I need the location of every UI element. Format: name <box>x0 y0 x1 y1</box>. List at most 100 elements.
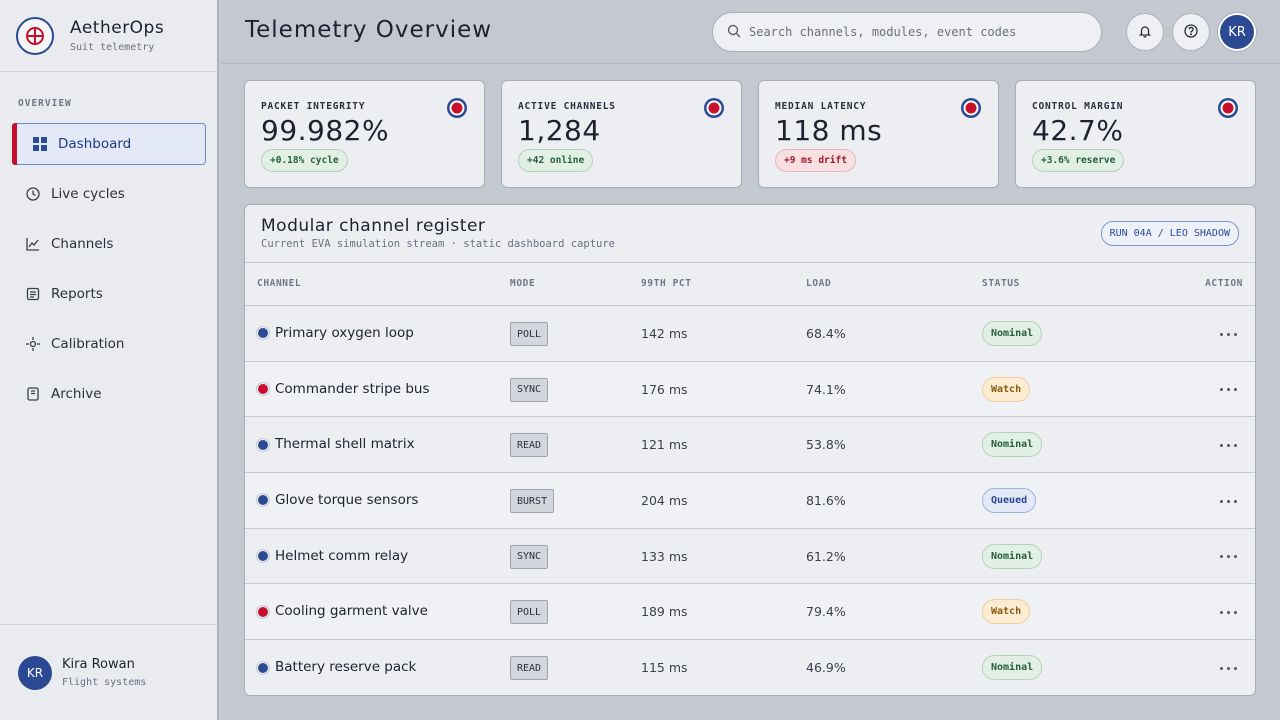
grid-icon <box>33 137 47 151</box>
header-avatar-button[interactable]: KR <box>1218 13 1256 51</box>
sidebar-item-label: Reports <box>51 286 103 302</box>
brand-subtitle: Suit telemetry <box>70 42 155 53</box>
pct-value: 121 ms <box>641 437 688 453</box>
mode-tag: SYNC <box>510 377 549 402</box>
mode-tag: POLL <box>510 322 549 346</box>
clock-icon <box>26 187 40 201</box>
status-badge: Nominal <box>982 543 1043 569</box>
table-row[interactable]: Glove torque sensors BURST 204 ms 81.6% … <box>245 473 1255 529</box>
pct-value: 189 ms <box>641 604 688 620</box>
more-actions-button[interactable] <box>1215 600 1241 624</box>
avatar: KR <box>18 655 52 690</box>
notifications-button[interactable] <box>1126 13 1164 51</box>
mode-tag: BURST <box>510 489 555 514</box>
load-value: 68.4% <box>806 326 846 341</box>
roundel-icon <box>704 98 724 118</box>
status-badge: Watch <box>982 599 1031 625</box>
column-header-mode[interactable]: MODE <box>510 278 536 289</box>
search-input[interactable] <box>749 25 1079 39</box>
channel-name: Cooling garment valve <box>275 603 428 620</box>
column-header-status[interactable]: STATUS <box>982 278 1020 289</box>
brand-logo-icon <box>16 16 54 55</box>
kpi-card-control-margin: CONTROL MARGIN 42.7% +3.6% reserve <box>1015 80 1256 188</box>
table-row[interactable]: Battery reserve pack READ 115 ms 46.9% N… <box>245 640 1255 695</box>
sidebar-item-live-cycles[interactable]: Live cycles <box>12 173 206 215</box>
kpi-delta-badge: +3.6% reserve <box>1032 149 1125 172</box>
load-value: 61.2% <box>806 548 846 564</box>
more-actions-button[interactable] <box>1215 545 1241 569</box>
sidebar-item-archive[interactable]: Archive <box>12 373 206 415</box>
page-title: Telemetry Overview <box>245 17 493 43</box>
kpi-card-active-channels: ACTIVE CHANNELS 1,284 +42 online <box>501 80 742 188</box>
channel-register-panel: Modular channel register Current EVA sim… <box>244 204 1256 696</box>
sidebar-item-reports[interactable]: Reports <box>12 273 206 315</box>
column-header-load[interactable]: LOAD <box>806 278 832 289</box>
report-icon <box>26 287 40 301</box>
channel-name: Helmet comm relay <box>275 547 409 564</box>
crosshair-icon <box>26 337 40 351</box>
status-badge: Nominal <box>982 655 1043 681</box>
status-dot <box>257 550 269 563</box>
status-dot <box>257 494 269 507</box>
archive-icon <box>26 387 40 401</box>
brand[interactable]: AetherOps Suit telemetry <box>0 0 217 72</box>
channel-name: Primary oxygen loop <box>275 325 414 341</box>
user-name: Kira Rowan <box>62 657 135 672</box>
column-header-99th-pct[interactable]: 99TH PCT <box>641 278 692 289</box>
table-header: CHANNEL MODE 99TH PCT LOAD STATUS ACTION <box>245 263 1255 306</box>
load-value: 81.6% <box>806 493 846 509</box>
table-row[interactable]: Helmet comm relay SYNC 133 ms 61.2% Nomi… <box>245 529 1255 585</box>
load-value: 79.4% <box>806 604 846 620</box>
search-icon <box>727 23 741 42</box>
sidebar-nav: Dashboard Live cycles Channels Reports C… <box>12 123 206 423</box>
sidebar-item-dashboard[interactable]: Dashboard <box>12 123 206 165</box>
pct-value: 176 ms <box>641 381 688 397</box>
load-value: 46.9% <box>806 660 846 676</box>
user-profile[interactable]: KR Kira Rowan Flight systems <box>0 624 217 720</box>
status-dot <box>257 383 269 396</box>
roundel-icon <box>447 98 467 118</box>
table-row[interactable]: Cooling garment valve POLL 189 ms 79.4% … <box>245 584 1255 641</box>
table-row[interactable]: Primary oxygen loop POLL 142 ms 68.4% No… <box>245 306 1255 362</box>
sidebar-item-calibration[interactable]: Calibration <box>12 323 206 365</box>
kpi-delta-badge: +0.18% cycle <box>261 149 348 172</box>
sidebar-item-channels[interactable]: Channels <box>12 223 206 265</box>
status-dot <box>257 661 269 674</box>
load-value: 74.1% <box>806 381 846 397</box>
user-role: Flight systems <box>62 677 147 688</box>
status-dot <box>257 327 269 340</box>
channel-name: Battery reserve pack <box>275 659 417 676</box>
more-actions-button[interactable] <box>1215 489 1241 513</box>
roundel-icon <box>1218 98 1238 118</box>
table-row[interactable]: Thermal shell matrix READ 121 ms 53.8% N… <box>245 417 1255 474</box>
sidebar-item-label: Archive <box>51 386 102 402</box>
more-actions-button[interactable] <box>1215 322 1241 346</box>
table-body: Primary oxygen loop POLL 142 ms 68.4% No… <box>245 306 1255 695</box>
kpi-label: PACKET INTEGRITY <box>261 101 366 112</box>
status-badge: Watch <box>982 376 1031 402</box>
pct-value: 115 ms <box>641 660 688 676</box>
search-box[interactable] <box>712 12 1102 52</box>
kpi-value: 99.982% <box>261 114 390 147</box>
kpi-delta-badge: +42 online <box>518 149 594 172</box>
more-actions-button[interactable] <box>1215 656 1241 680</box>
column-header-channel[interactable]: CHANNEL <box>257 278 302 289</box>
nav-section-label: OVERVIEW <box>18 98 72 109</box>
chart-line-icon <box>26 237 40 251</box>
status-badge: Nominal <box>982 432 1043 458</box>
roundel-icon <box>961 98 981 118</box>
sidebar-item-label: Dashboard <box>58 136 132 152</box>
status-dot <box>257 438 269 451</box>
help-button[interactable] <box>1172 13 1210 51</box>
more-actions-button[interactable] <box>1215 433 1241 457</box>
status-dot <box>257 605 269 618</box>
pct-value: 142 ms <box>641 326 688 341</box>
channel-name: Commander stripe bus <box>275 380 430 397</box>
mode-tag: READ <box>510 656 549 681</box>
more-actions-button[interactable] <box>1215 378 1241 402</box>
table-row[interactable]: Commander stripe bus SYNC 176 ms 74.1% W… <box>245 361 1255 418</box>
sidebar: AetherOps Suit telemetry OVERVIEW Dashbo… <box>0 0 219 720</box>
bell-icon <box>1138 23 1152 42</box>
kpi-value: 42.7% <box>1032 114 1124 147</box>
run-chip[interactable]: RUN 04A / LEO SHADOW <box>1100 221 1239 246</box>
